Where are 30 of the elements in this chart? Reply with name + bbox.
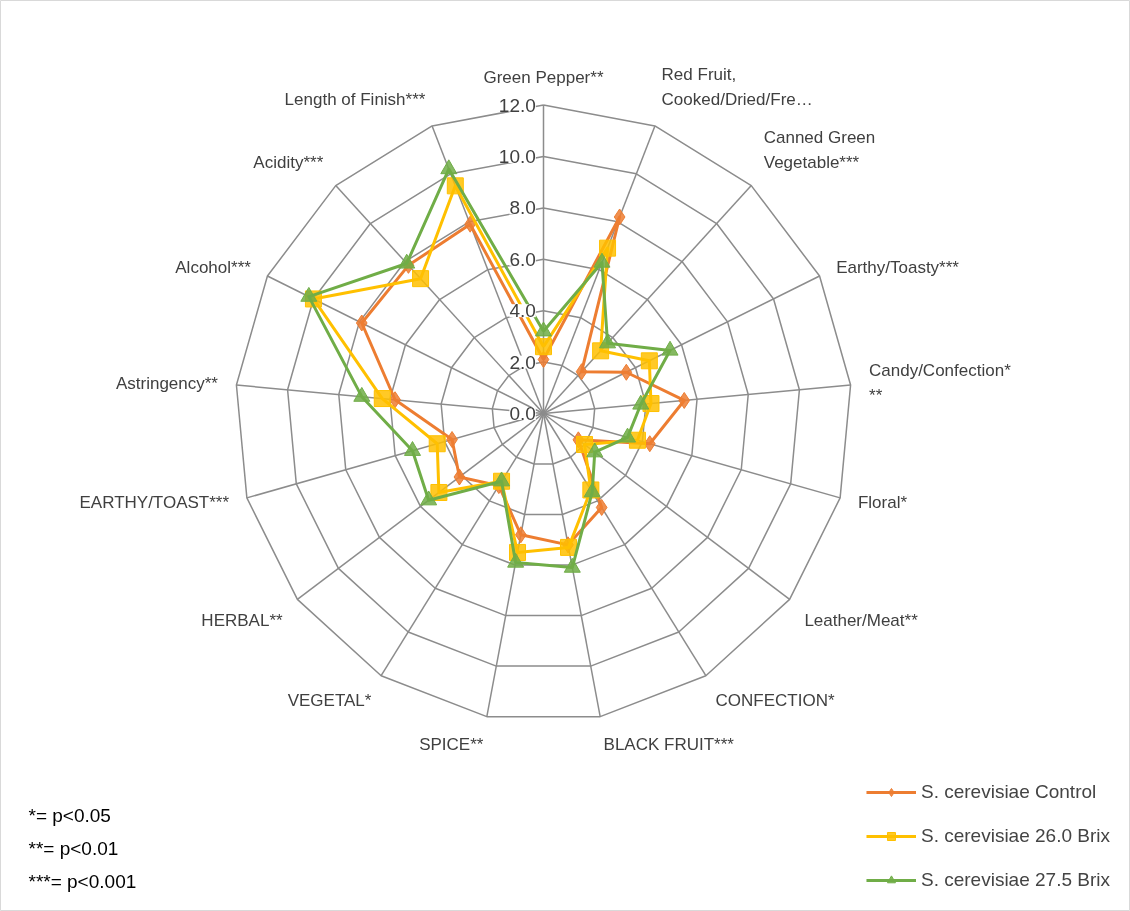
spoke-label: CONFECTION* (715, 691, 835, 711)
y-tick-label: 0.0 (509, 403, 536, 424)
spoke-label: Earthy/Toasty*** (836, 258, 960, 278)
spoke-label: HERBAL** (201, 610, 284, 630)
legend-label: S. cerevisiae 27.5 Brix (920, 869, 1110, 891)
spoke-label: EARTHY/TOAST*** (79, 493, 230, 513)
spoke-label: Alcohol*** (175, 258, 252, 278)
legend-label: S. cerevisiae Control (920, 781, 1097, 803)
text: **= p<0.01 (28, 837, 119, 859)
y-tick-label: 8.0 (509, 197, 536, 219)
spoke-label: Length of Finish*** (284, 89, 426, 109)
spoke-label: Astringency** (115, 373, 219, 393)
spoke-label: VEGETAL* (287, 691, 372, 711)
spoke-label: BLACK FRUIT*** (603, 734, 735, 754)
text: ***= p<0.001 (28, 870, 137, 892)
y-tick-label: 6.0 (509, 248, 536, 270)
text: *= p<0.05 (28, 804, 111, 826)
spoke-label: Leather/Meat** (804, 610, 919, 630)
spoke-label: SPICE** (419, 734, 484, 754)
spoke-label: Canned Green Vegetable*** (763, 128, 876, 172)
y-tick-label: 2.0 (509, 351, 536, 373)
spoke-label: Red Fruit, Cooked/Dried/Fre… (661, 64, 813, 109)
spoke-label: Acidity*** (253, 152, 324, 172)
spoke-label: Floral* (857, 493, 908, 513)
y-tick-label: 12.0 (498, 94, 536, 116)
y-tick-label: 10.0 (498, 146, 536, 167)
spoke-label: Green Pepper** (483, 67, 604, 87)
spoke-label: Candy/Confection* ** (869, 361, 1012, 406)
legend-label: S. cerevisiae 26.0 Brix (920, 825, 1110, 847)
y-tick-label: 4.0 (509, 300, 536, 322)
